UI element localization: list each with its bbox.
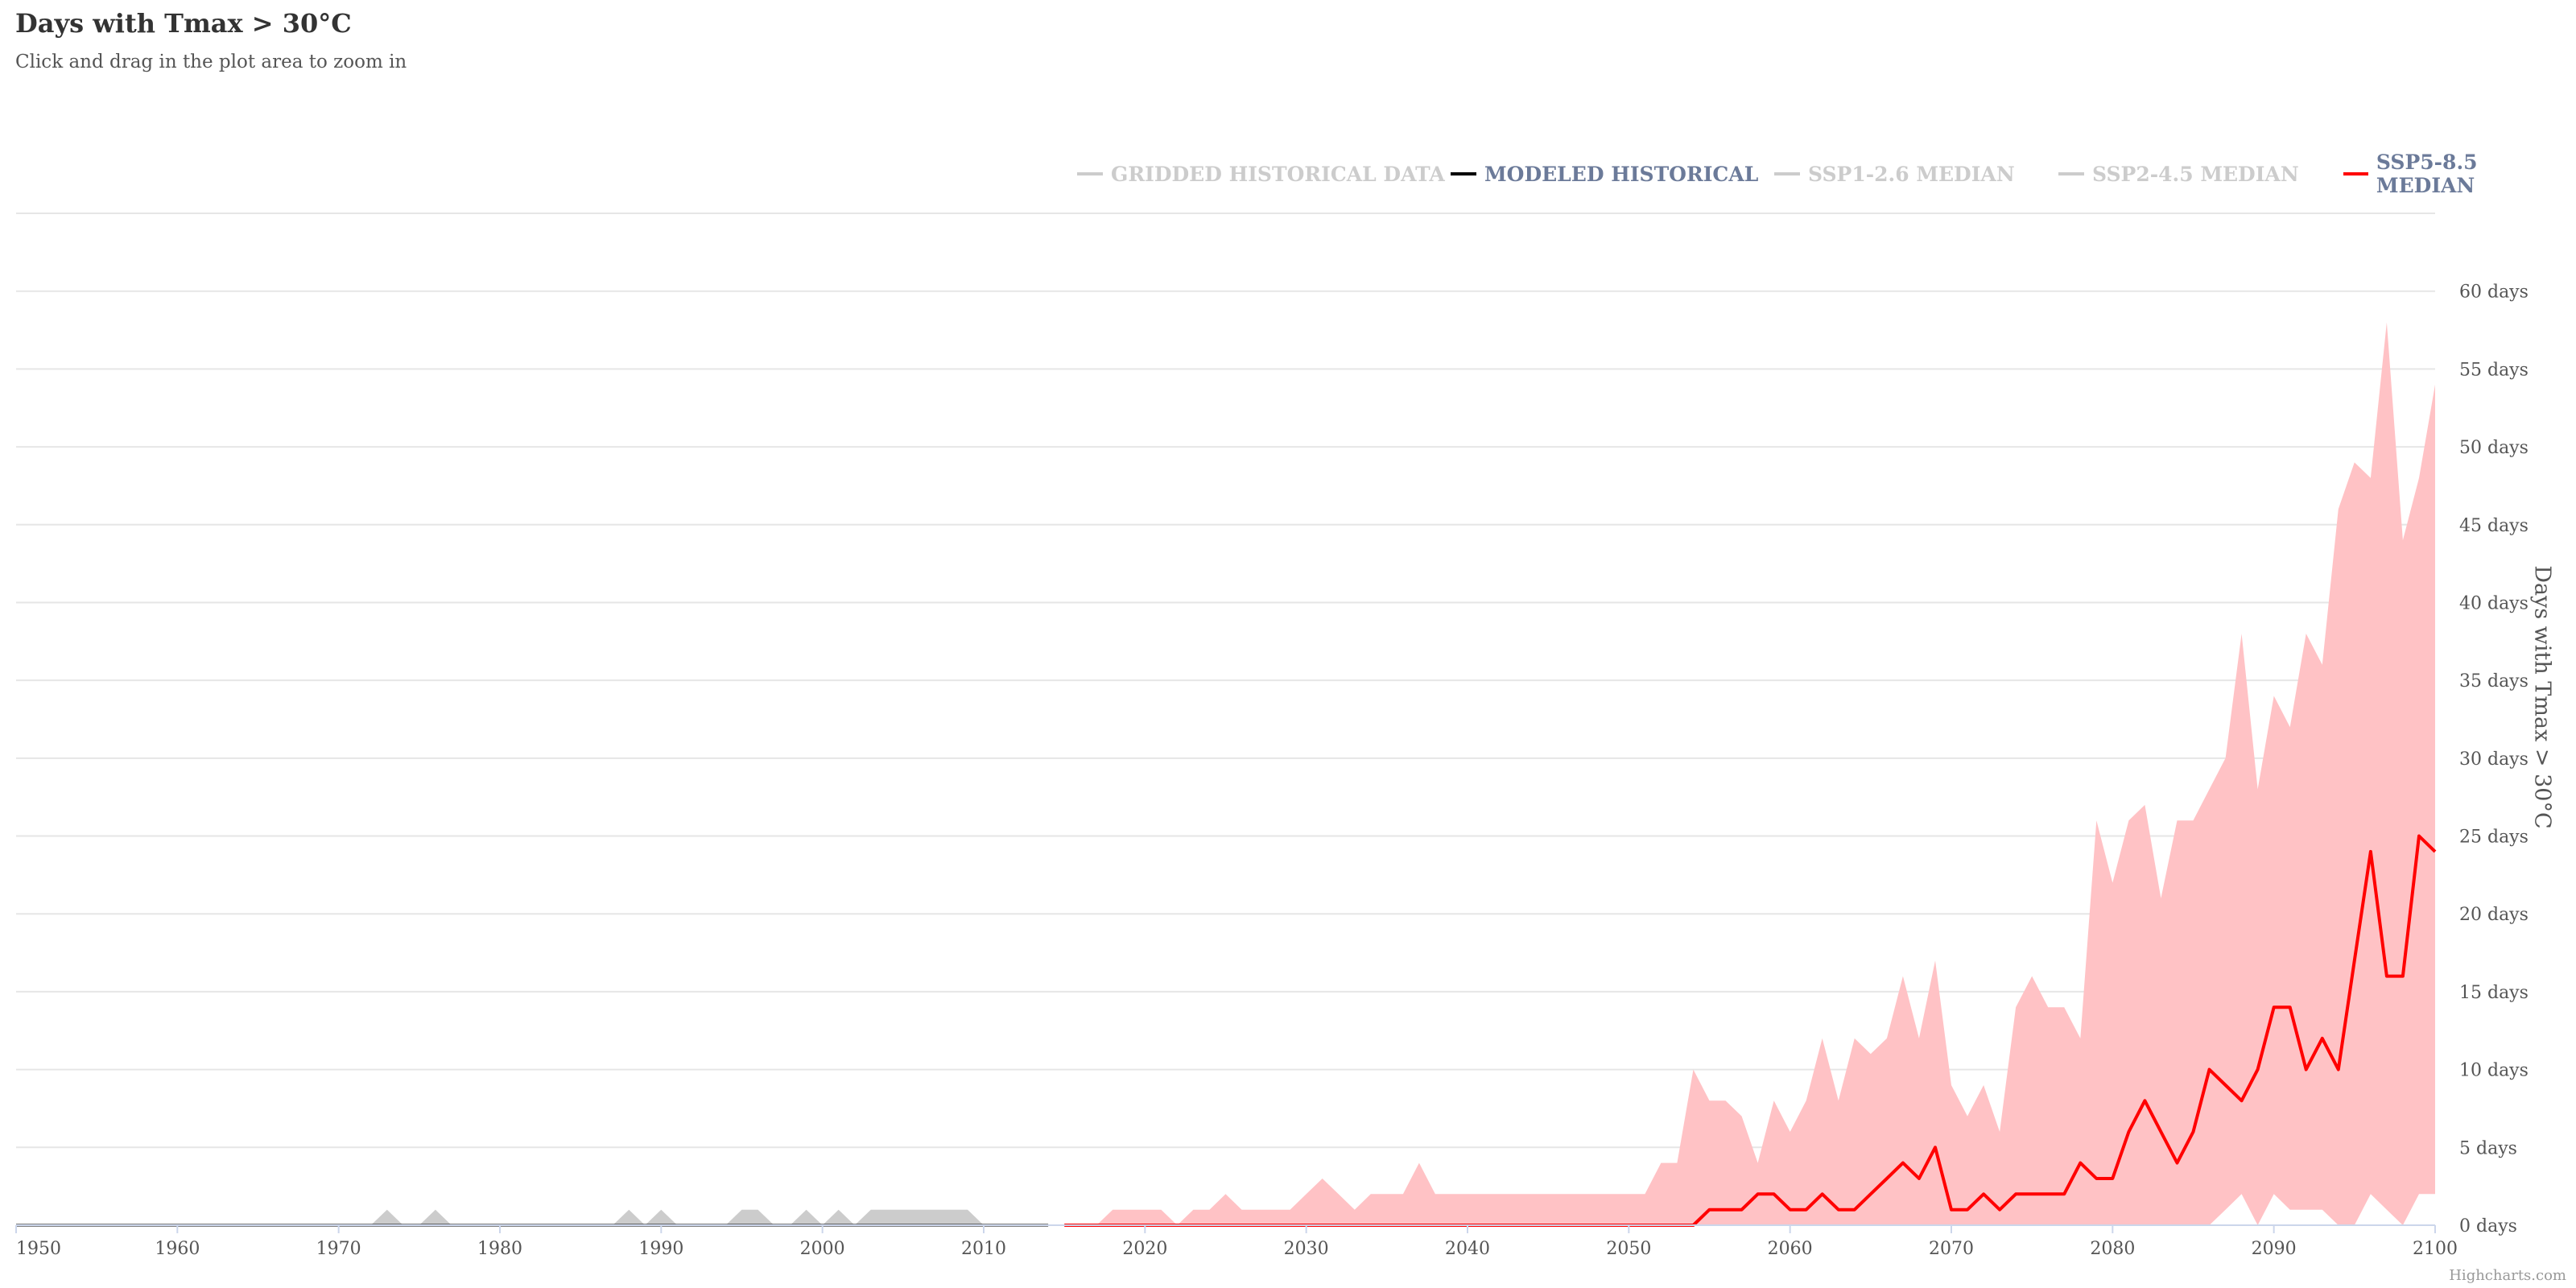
y-tick-label-50: 50 days bbox=[2459, 438, 2529, 458]
legend-ssp585-median[interactable]: SSP5-8.5 MEDIAN bbox=[2343, 151, 2576, 197]
legend-gridded-historical-swatch bbox=[1077, 172, 1103, 175]
x-tick-label-1960: 1960 bbox=[155, 1239, 200, 1259]
x-tick-label-2060: 2060 bbox=[1768, 1239, 1813, 1259]
x-tick-label-1970: 1970 bbox=[316, 1239, 361, 1259]
x-tick-label-2020: 2020 bbox=[1122, 1239, 1167, 1259]
y-tick-label-35: 35 days bbox=[2459, 671, 2529, 691]
legend-ssp585-median-swatch bbox=[2343, 172, 2368, 175]
chart-title: Days with Tmax > 30°C bbox=[15, 8, 352, 39]
legend-ssp245-median-swatch bbox=[2058, 172, 2084, 175]
legend-ssp126-median-swatch bbox=[1774, 172, 1800, 175]
y-tick-label-55: 55 days bbox=[2459, 360, 2529, 380]
axes-layer: 0 days 5 days 10 days 15 days 20 days 25 days… bbox=[15, 283, 2529, 1259]
y-tick-label-30: 30 days bbox=[2459, 749, 2529, 770]
x-tick-label-2010: 2010 bbox=[961, 1239, 1006, 1259]
x-tick-label-2030: 2030 bbox=[1284, 1239, 1329, 1259]
y-tick-label-15: 15 days bbox=[2459, 983, 2529, 1003]
legend-ssp126-median[interactable]: SSP1-2.6 MEDIAN bbox=[1774, 159, 2015, 188]
y-tick-label-25: 25 days bbox=[2459, 828, 2529, 848]
grid-lines bbox=[16, 213, 2435, 1149]
x-tick-label-2080: 2080 bbox=[2090, 1239, 2135, 1259]
legend-ssp585-median-label: SSP5-8.5 MEDIAN bbox=[2376, 151, 2478, 197]
x-tick-label-2070: 2070 bbox=[1929, 1239, 1974, 1259]
x-tick-label-2040: 2040 bbox=[1445, 1239, 1490, 1259]
x-tick-label-1980: 1980 bbox=[477, 1239, 522, 1259]
ssp585-range-band bbox=[1064, 322, 2435, 1225]
chart-subtitle: Click and drag in the plot area to zoom … bbox=[15, 52, 407, 72]
x-tick-label-1990: 1990 bbox=[638, 1239, 683, 1259]
y-tick-label-20: 20 days bbox=[2459, 905, 2529, 925]
legend-modeled-historical-label: MODELED HISTORICAL bbox=[1484, 162, 1759, 186]
x-tick-label-2050: 2050 bbox=[1606, 1239, 1651, 1259]
y-tick-label-60: 60 days bbox=[2459, 283, 2529, 303]
legend-ssp126-median-label: SSP1-2.6 MEDIAN bbox=[1808, 162, 2015, 186]
y-tick-label-45: 45 days bbox=[2459, 516, 2529, 536]
x-tick-label-2000: 2000 bbox=[800, 1239, 845, 1259]
legend-gridded-historical-label: GRIDDED HISTORICAL DATA bbox=[1111, 162, 1445, 186]
series-layer bbox=[16, 322, 2437, 1227]
y-tick-label-10: 10 days bbox=[2459, 1061, 2529, 1081]
x-tick-label-2100: 2100 bbox=[2413, 1239, 2458, 1259]
legend-modeled-historical[interactable]: MODELED HISTORICAL bbox=[1451, 159, 1758, 188]
y-tick-label-0: 0 days bbox=[2459, 1216, 2517, 1236]
x-tick-label-1950: 1950 bbox=[16, 1239, 61, 1259]
y-axis-title: Days with Tmax > 30°C bbox=[2529, 565, 2555, 829]
x-tick-label-2090: 2090 bbox=[2252, 1239, 2297, 1259]
credits-link[interactable]: Highcharts.com bbox=[2449, 1267, 2566, 1284]
y-tick-label-5: 5 days bbox=[2459, 1138, 2517, 1158]
legend-gridded-historical[interactable]: GRIDDED HISTORICAL DATA bbox=[1077, 159, 1445, 188]
legend-modeled-historical-swatch bbox=[1451, 172, 1476, 175]
y-tick-label-40: 40 days bbox=[2459, 593, 2529, 613]
legend-ssp245-median[interactable]: SSP2-4.5 MEDIAN bbox=[2058, 159, 2299, 188]
legend-ssp245-median-label: SSP2-4.5 MEDIAN bbox=[2092, 162, 2299, 186]
gridded-historical-area bbox=[370, 1209, 984, 1225]
